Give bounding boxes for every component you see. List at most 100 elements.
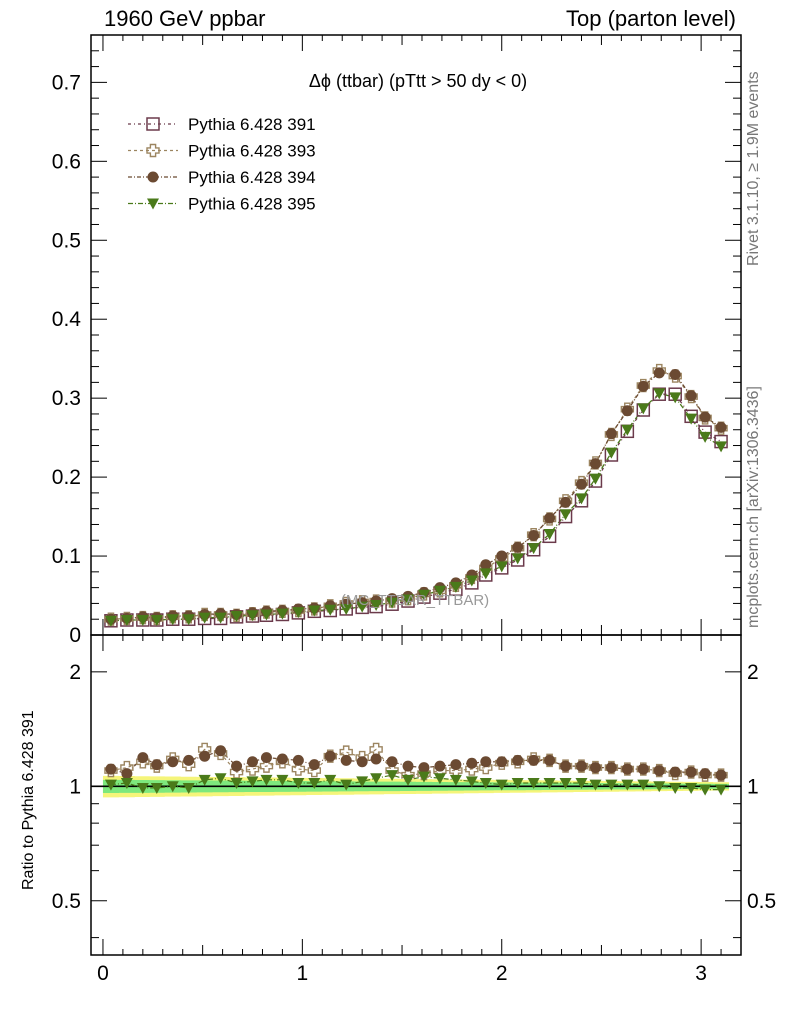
main-point-s3-27 bbox=[528, 530, 540, 542]
main-point-s4-37 bbox=[685, 413, 698, 425]
ratio-point-s2-4 bbox=[167, 756, 179, 768]
ratio-point-s3-28 bbox=[543, 778, 556, 790]
ratio-point-s3-36 bbox=[669, 782, 682, 794]
ratio-point-s3-26 bbox=[511, 778, 524, 790]
legend-marker-2 bbox=[146, 143, 160, 158]
ratio-point-s1-10 bbox=[259, 759, 274, 773]
watermark: (MC_TTBAR_TTBAR) bbox=[341, 592, 489, 609]
x-tick-label-3: 3 bbox=[695, 962, 707, 985]
ratio-y-tick-label-1: 1 bbox=[69, 775, 81, 798]
ratio-point-s2-12 bbox=[292, 754, 304, 766]
ratio-point-s2-21 bbox=[434, 760, 446, 772]
main-series-line-3 bbox=[110, 372, 722, 620]
main-point-s4-28 bbox=[543, 528, 556, 540]
ratio-point-s3-30 bbox=[575, 778, 588, 790]
ratio-point-s2-2 bbox=[137, 752, 149, 764]
ratio-point-s2-23 bbox=[466, 757, 478, 769]
ratio-point-s2-19 bbox=[402, 760, 414, 772]
main-point-s4-18 bbox=[386, 597, 399, 609]
main-point-s3-28 bbox=[544, 512, 556, 524]
ratio-y-tick-label-2: 2 bbox=[69, 661, 81, 684]
main-point-s4-4 bbox=[166, 614, 179, 626]
ratio-point-s3-14 bbox=[324, 774, 337, 786]
ratio-point-s3-15 bbox=[340, 779, 353, 791]
main-point-s4-7 bbox=[214, 612, 227, 624]
main-point-s4-11 bbox=[276, 608, 289, 620]
ratio-point-s2-32 bbox=[605, 762, 617, 774]
main-point-s4-3 bbox=[150, 615, 163, 626]
main-point-s4-6 bbox=[198, 612, 211, 624]
main-point-s3-39 bbox=[715, 421, 727, 433]
ratio-point-s2-35 bbox=[653, 765, 665, 777]
ratio-point-s2-15 bbox=[340, 754, 352, 766]
ratio-y-tick-label-right-0: 0.5 bbox=[747, 890, 776, 913]
ratio-point-s2-6 bbox=[199, 750, 211, 762]
main-point-s4-1 bbox=[120, 615, 133, 626]
legend-label-1: Pythia 6.428 391 bbox=[188, 115, 316, 134]
main-point-s3-33 bbox=[621, 405, 633, 417]
main-point-s4-24 bbox=[479, 568, 492, 580]
ratio-point-s3-23 bbox=[465, 776, 478, 788]
ratio-series-line-3 bbox=[110, 774, 722, 791]
ratio-point-s2-0 bbox=[105, 763, 117, 775]
main-point-s4-17 bbox=[370, 600, 383, 611]
legend-label-2: Pythia 6.428 393 bbox=[188, 142, 316, 161]
ratio-point-s3-39 bbox=[715, 784, 728, 796]
ratio-point-s3-19 bbox=[402, 774, 415, 786]
ratio-point-s3-2 bbox=[136, 782, 149, 794]
ratio-point-s1-19 bbox=[401, 768, 415, 782]
main-point-s4-34 bbox=[637, 403, 650, 415]
main-point-s3-36 bbox=[669, 368, 681, 380]
ratio-point-s3-1 bbox=[120, 778, 133, 790]
main-point-s3-38 bbox=[699, 411, 711, 423]
main-point-s4-13 bbox=[308, 605, 321, 617]
main-point-s3-32 bbox=[605, 428, 617, 440]
ratio-point-s3-38 bbox=[699, 784, 712, 796]
legend-label-3: Pythia 6.428 394 bbox=[188, 168, 316, 187]
ratio-point-s2-31 bbox=[589, 762, 601, 774]
main-point-s4-39 bbox=[715, 441, 728, 453]
ratio-point-s2-30 bbox=[575, 760, 587, 772]
ratio-point-s3-5 bbox=[182, 782, 195, 794]
main-y-tick-label-4: 0.4 bbox=[52, 308, 82, 331]
ratio-point-s1-18 bbox=[385, 763, 399, 778]
main-point-s4-27 bbox=[527, 543, 540, 555]
ratio-point-s2-38 bbox=[699, 768, 711, 780]
ratio-point-s3-32 bbox=[605, 779, 618, 791]
main-point-s4-2 bbox=[136, 615, 149, 626]
main-y-tick-label-6: 0.6 bbox=[52, 150, 81, 173]
ratio-point-s3-3 bbox=[150, 782, 163, 794]
ratio-point-s2-14 bbox=[324, 750, 336, 762]
main-point-s3-24 bbox=[480, 559, 492, 571]
ratio-point-s3-35 bbox=[653, 781, 666, 793]
main-point-s4-9 bbox=[246, 610, 259, 622]
main-point-s4-19 bbox=[402, 594, 415, 606]
header-left: 1960 GeV ppbar bbox=[104, 6, 266, 31]
main-y-tick-label-3: 0.3 bbox=[52, 387, 81, 410]
main-point-s4-16 bbox=[356, 601, 369, 613]
ratio-series-line-2 bbox=[110, 750, 722, 776]
main-point-s4-31 bbox=[589, 473, 602, 485]
ratio-point-s3-24 bbox=[479, 778, 492, 790]
ratio-point-s2-29 bbox=[560, 760, 572, 772]
ratio-point-s2-8 bbox=[231, 760, 243, 772]
main-point-s4-32 bbox=[605, 447, 618, 459]
main-point-s4-23 bbox=[465, 575, 478, 587]
ratio-point-s2-17 bbox=[370, 753, 382, 765]
main-y-tick-label-5: 0.5 bbox=[52, 229, 81, 252]
main-point-s3-34 bbox=[637, 380, 649, 392]
ratio-point-s3-7 bbox=[214, 773, 227, 785]
main-y-tick-label-1: 0.1 bbox=[52, 545, 81, 568]
main-point-s4-29 bbox=[559, 509, 572, 521]
ratio-point-s2-33 bbox=[621, 763, 633, 775]
ratio-point-s3-6 bbox=[198, 774, 211, 786]
plot-title: Δϕ (ttbar) (pTtt > 50 dy < 0) bbox=[309, 71, 527, 91]
ratio-y-tick-label-right-2: 2 bbox=[747, 661, 759, 684]
ratio-point-s2-28 bbox=[544, 754, 556, 766]
main-point-s3-37 bbox=[685, 390, 697, 402]
main-point-s4-15 bbox=[340, 603, 353, 615]
main-point-s4-33 bbox=[621, 424, 634, 436]
ratio-point-s3-34 bbox=[637, 779, 650, 791]
ratio-point-s2-10 bbox=[260, 752, 272, 764]
